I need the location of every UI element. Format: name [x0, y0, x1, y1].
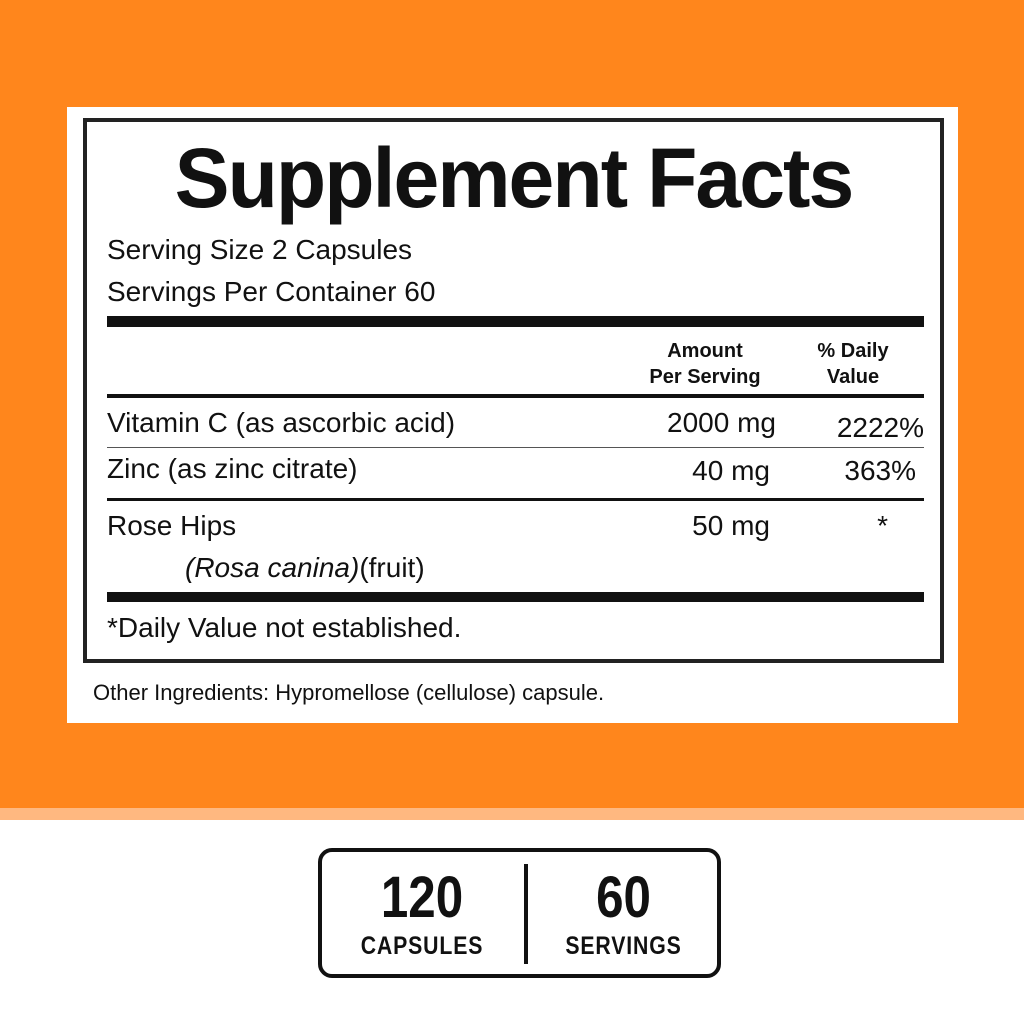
other-ingredients: Other Ingredients: Hypromellose (cellulo…	[93, 680, 605, 705]
latin-name: (Rosa canina)	[185, 552, 360, 583]
supplement-facts-panel: Supplement Facts Serving Size 2 Capsules…	[83, 118, 944, 663]
nutrient-name: Zinc (as zinc citrate)	[107, 453, 358, 484]
nutrient-source: (Rosa canina)(fruit)	[185, 552, 425, 584]
nutrient-amount: 40 mg	[692, 455, 770, 486]
amount-header: Amount Per Serving	[635, 338, 775, 390]
nutrient-dv: 363%	[844, 455, 916, 486]
light-band	[0, 808, 1024, 820]
dv-header-line2: Value	[826, 366, 880, 388]
dv-header-line1: % Daily	[817, 340, 889, 362]
nutrient-name: Vitamin C (as ascorbic acid)	[107, 407, 456, 438]
amount-header-line1: Amount	[667, 340, 743, 362]
nutrient-dv: 2222%	[836, 412, 924, 443]
capsules-label: CAPSULES	[360, 932, 484, 960]
serving-size: Serving Size 2 Capsules	[107, 234, 413, 265]
nutrient-name: Rose Hips	[107, 510, 237, 541]
nutrient-dv: *	[877, 510, 888, 541]
header-divider	[107, 394, 924, 398]
row-divider	[107, 498, 924, 501]
servings-count: 60	[596, 865, 651, 930]
amount-header-line2: Per Serving	[649, 366, 761, 388]
thick-divider	[107, 592, 924, 602]
count-badge: 120 CAPSULES 60 SERVINGS	[318, 848, 721, 978]
panel-title: Supplement Facts	[174, 131, 855, 225]
footnote: *Daily Value not established.	[107, 612, 462, 643]
thick-divider	[107, 316, 924, 327]
plant-part: (fruit)	[359, 552, 425, 583]
nutrient-amount: 50 mg	[692, 510, 770, 541]
count-divider	[524, 864, 528, 964]
label-card	[67, 107, 958, 723]
nutrient-amount: 2000 mg	[667, 407, 776, 438]
servings-label: SERVINGS	[565, 932, 682, 960]
servings-per-container: Servings Per Container 60	[107, 276, 436, 307]
capsules-count: 120	[380, 865, 464, 930]
row-divider	[107, 447, 924, 448]
daily-value-header: % Daily Value	[793, 338, 913, 390]
